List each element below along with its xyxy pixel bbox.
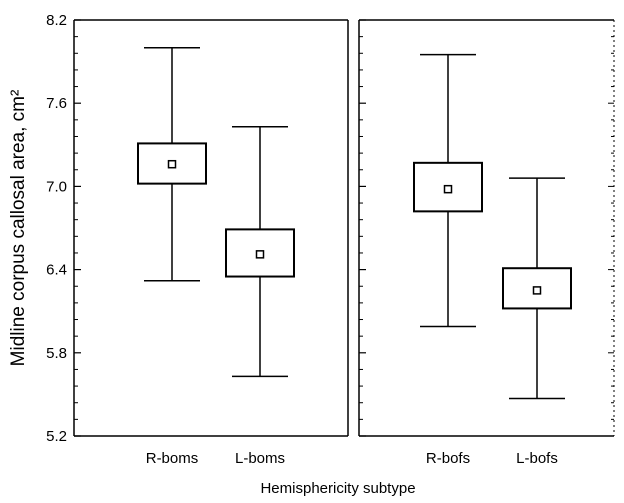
y-tick-label: 5.2 [46,428,67,445]
y-tick-label: 6.4 [46,262,67,279]
x-tick-label-r-bofs: R-bofs [426,450,470,467]
x-axis-label: Hemisphericity subtype [260,480,415,497]
y-tick-label: 8.2 [46,12,67,29]
r-bofs-median-marker [443,184,453,194]
y-tick-label: 5.8 [46,345,67,362]
y-tick-label: 7.6 [46,95,67,112]
l-bofs-median-marker [532,286,542,295]
y-axis-label: Midline corpus callosal area, cm² [8,90,29,367]
x-tick-label-l-boms: L-boms [235,450,285,467]
x-tick-label-r-boms: R-boms [146,450,199,467]
l-boms-median-marker [255,250,265,259]
x-tick-label-l-bofs: L-bofs [516,450,558,467]
r-boms-median-marker [167,159,177,169]
y-tick-label: 7.0 [46,178,67,195]
